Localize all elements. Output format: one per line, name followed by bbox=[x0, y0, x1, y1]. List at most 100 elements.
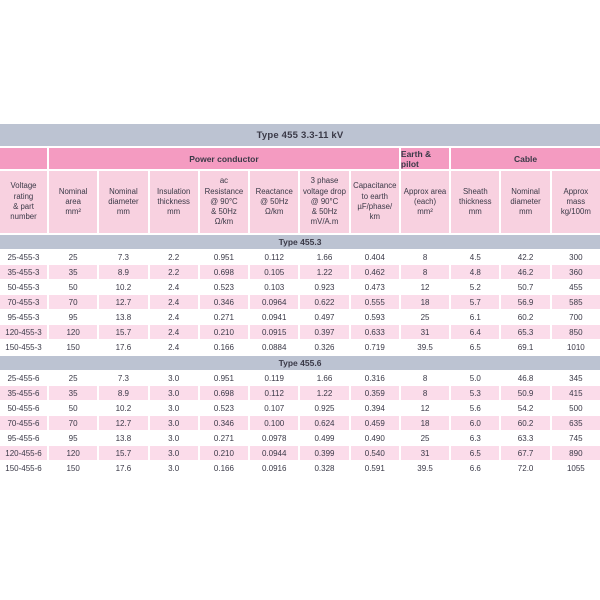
table-cell: 0.951 bbox=[199, 250, 249, 264]
table-cell: 0.0941 bbox=[250, 310, 299, 324]
table-cell: 0.404 bbox=[350, 250, 399, 264]
table-cell: 50 bbox=[49, 280, 98, 294]
column-header-cell: Nominal area mm² bbox=[49, 171, 98, 233]
table-cell: 0.328 bbox=[300, 461, 349, 475]
table-cell: 5.2 bbox=[451, 280, 500, 294]
table-cell: 0.166 bbox=[199, 461, 249, 475]
table-cell: 5.3 bbox=[451, 386, 500, 400]
table-cell: 6.0 bbox=[451, 416, 500, 430]
table-cell: 6.5 bbox=[451, 340, 500, 354]
table-cell: 0.523 bbox=[199, 280, 249, 294]
table-cell: 0.112 bbox=[250, 386, 299, 400]
table-cell: 12.7 bbox=[99, 416, 148, 430]
table-cell: 0.0964 bbox=[250, 295, 299, 309]
table-row: 95-455-6 95 13.8 3.0 0.271 0.0978 0.499 0.490 25… bbox=[0, 431, 600, 445]
table-cell: 8.9 bbox=[99, 265, 148, 279]
table-cell: 8 bbox=[400, 371, 450, 385]
group-header-blank bbox=[0, 148, 47, 169]
table-cell: 31 bbox=[400, 325, 450, 339]
table-cell: 15.7 bbox=[99, 325, 148, 339]
table-cell: 3.0 bbox=[149, 446, 198, 460]
table-cell: 745 bbox=[551, 431, 600, 445]
table-row: 50-455-6 50 10.2 3.0 0.523 0.107 0.925 0.394 12 5… bbox=[0, 401, 600, 415]
table-cell: 2.4 bbox=[149, 340, 198, 354]
table-cell: 1010 bbox=[551, 340, 600, 354]
part-number-cell: 120-455-3 bbox=[0, 325, 47, 339]
table-cell: 0.923 bbox=[300, 280, 349, 294]
table-cell: 0.462 bbox=[350, 265, 399, 279]
table-cell: 150 bbox=[49, 461, 98, 475]
table-cell: 10.2 bbox=[99, 401, 148, 415]
table-cell: 150 bbox=[49, 340, 98, 354]
table-cell: 0.119 bbox=[250, 371, 299, 385]
table-cell: 50 bbox=[49, 401, 98, 415]
table-cell: 0.719 bbox=[350, 340, 399, 354]
table-cell: 2.2 bbox=[149, 265, 198, 279]
table-cell: 10.2 bbox=[99, 280, 148, 294]
table-row: 35-455-3 35 8.9 2.2 0.698 0.105 1.22 0.462 8 4.8 4… bbox=[0, 265, 600, 279]
table-row: 25-455-3 25 7.3 2.2 0.951 0.112 1.66 0.404 8 4.5 4… bbox=[0, 250, 600, 264]
table-row: 25-455-6 25 7.3 3.0 0.951 0.119 1.66 0.316 8 5.0 4… bbox=[0, 371, 600, 385]
table-cell: 25 bbox=[49, 371, 98, 385]
table-cell: 0.499 bbox=[300, 431, 349, 445]
table-cell: 7.3 bbox=[99, 371, 148, 385]
table-cell: 5.7 bbox=[451, 295, 500, 309]
table-cell: 2.4 bbox=[149, 280, 198, 294]
table-cell: 0.394 bbox=[350, 401, 399, 415]
part-number-cell: 35-455-3 bbox=[0, 265, 47, 279]
table-cell: 0.359 bbox=[350, 386, 399, 400]
table-row: 120-455-3 120 15.7 2.4 0.210 0.0915 0.397 0.633… bbox=[0, 325, 600, 339]
table-cell: 0.397 bbox=[300, 325, 349, 339]
table-cell: 0.271 bbox=[199, 431, 249, 445]
table-cell: 120 bbox=[49, 446, 98, 460]
table-cell: 0.105 bbox=[250, 265, 299, 279]
table-cell: 5.0 bbox=[451, 371, 500, 385]
page: Type 455 3.3-11 kV Power conductor Earth… bbox=[0, 124, 600, 600]
table-title: Type 455 3.3-11 kV bbox=[0, 124, 600, 146]
table-cell: 17.6 bbox=[99, 461, 148, 475]
table-cell: 15.7 bbox=[99, 446, 148, 460]
column-header-cell: Reactance @ 50Hz Ω/km bbox=[250, 171, 299, 233]
table-cell: 0.523 bbox=[199, 401, 249, 415]
table-cell: 2.4 bbox=[149, 310, 198, 324]
table-cell: 95 bbox=[49, 310, 98, 324]
table-cell: 4.8 bbox=[451, 265, 500, 279]
table-cell: 54.2 bbox=[501, 401, 550, 415]
table-cell: 6.3 bbox=[451, 431, 500, 445]
table-cell: 3.0 bbox=[149, 386, 198, 400]
column-header-cell: Nominal diameter mm bbox=[99, 171, 148, 233]
table-cell: 35 bbox=[49, 386, 98, 400]
table-cell: 0.698 bbox=[199, 386, 249, 400]
table-cell: 4.5 bbox=[451, 250, 500, 264]
table-cell: 0.210 bbox=[199, 446, 249, 460]
column-header-cell: 3 phase voltage drop @ 90°C & 50Hz mV/A.… bbox=[300, 171, 349, 233]
table-cell: 70 bbox=[49, 416, 98, 430]
table-cell: 0.112 bbox=[250, 250, 299, 264]
table-cell: 63.3 bbox=[501, 431, 550, 445]
table-cell: 56.9 bbox=[501, 295, 550, 309]
column-header-row: Voltage rating & part number Nominal area… bbox=[0, 171, 600, 233]
table-row: 50-455-3 50 10.2 2.4 0.523 0.103 0.923 0.473 12 5… bbox=[0, 280, 600, 294]
table-cell: 50.7 bbox=[501, 280, 550, 294]
table-cell: 8 bbox=[400, 265, 450, 279]
table-cell: 12 bbox=[400, 280, 450, 294]
table-cell: 6.4 bbox=[451, 325, 500, 339]
table-row: 70-455-3 70 12.7 2.4 0.346 0.0964 0.622 0.555 18… bbox=[0, 295, 600, 309]
table-cell: 0.103 bbox=[250, 280, 299, 294]
table-cell: 0.497 bbox=[300, 310, 349, 324]
table-cell: 0.591 bbox=[350, 461, 399, 475]
table-cell: 850 bbox=[551, 325, 600, 339]
table-cell: 0.271 bbox=[199, 310, 249, 324]
table-cell: 3.0 bbox=[149, 371, 198, 385]
part-number-cell: 70-455-3 bbox=[0, 295, 47, 309]
table-cell: 18 bbox=[400, 295, 450, 309]
table-cell: 0.624 bbox=[300, 416, 349, 430]
part-number-cell: 120-455-6 bbox=[0, 446, 47, 460]
table-cell: 0.698 bbox=[199, 265, 249, 279]
table-cell: 0.555 bbox=[350, 295, 399, 309]
group-header-power-conductor: Power conductor bbox=[49, 148, 399, 169]
table-cell: 0.0884 bbox=[250, 340, 299, 354]
table-cell: 0.0978 bbox=[250, 431, 299, 445]
table-cell: 18 bbox=[400, 416, 450, 430]
table-cell: 455 bbox=[551, 280, 600, 294]
